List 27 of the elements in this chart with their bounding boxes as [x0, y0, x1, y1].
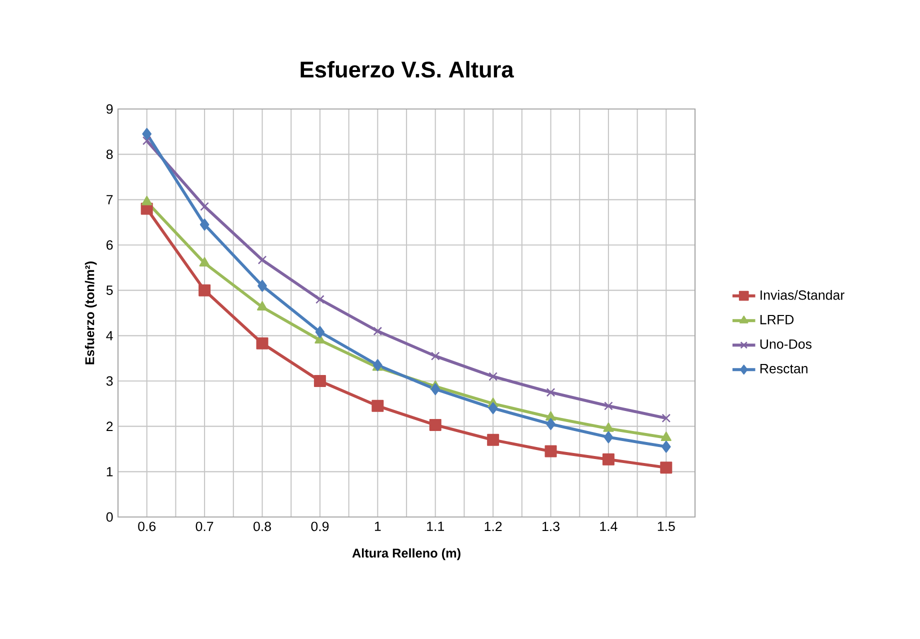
x-axis-title: Altura Relleno (m) — [352, 548, 460, 560]
x-tick-label: 0.6 — [138, 522, 156, 532]
y-tick-label: 6 — [106, 240, 113, 250]
legend-label: Resctan — [760, 364, 808, 374]
x-tick-label: 0.8 — [254, 522, 271, 532]
x-tick-label: 1.2 — [484, 522, 502, 532]
x-tick-label: 0.9 — [311, 522, 329, 532]
y-tick-label: 4 — [106, 331, 113, 340]
legend-label: Uno-Dos — [760, 340, 812, 349]
legend-label: LRFD — [760, 315, 794, 324]
chart-title: Esfuerzo V.S. Altura — [300, 60, 514, 78]
y-tick-label: 0 — [106, 512, 113, 522]
x-tick-label: 1 — [374, 522, 381, 531]
x-tick-label: 1.1 — [427, 522, 444, 531]
x-tick-label: 1.3 — [542, 522, 560, 532]
y-tick-label: 9 — [106, 104, 113, 114]
y-tick-label: 1 — [106, 467, 113, 476]
x-tick-label: 1.5 — [658, 522, 675, 532]
legend-label: Invias/Standar — [760, 290, 844, 300]
x-tick-label: 0.7 — [196, 522, 214, 532]
y-tick-label: 2 — [106, 422, 113, 431]
y-tick-label: 8 — [106, 150, 113, 160]
y-tick-label: 5 — [106, 286, 113, 295]
y-tick-label: 3 — [106, 376, 113, 386]
x-tick-label: 1.4 — [600, 522, 618, 531]
y-axis-title: Esfuerzo (ton/m²) — [84, 262, 97, 364]
y-tick-label: 7 — [106, 195, 113, 204]
